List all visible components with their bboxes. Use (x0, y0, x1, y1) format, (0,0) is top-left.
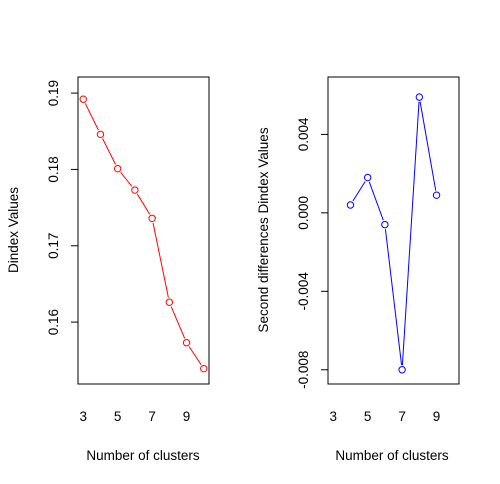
x-tick-label: 3 (79, 409, 87, 424)
data-point (363, 173, 372, 182)
x-axis: 3 5 7 9 (329, 409, 440, 424)
x-tick-label: 7 (148, 409, 156, 424)
data-point (200, 364, 208, 373)
y-tick-label: 0.19 (46, 80, 61, 106)
x-axis-label: Number of clusters (335, 448, 449, 463)
series-line-segment (84, 103, 99, 131)
y-tick-label: -0.004 (296, 272, 311, 311)
x-axis: 3 5 7 9 (79, 409, 190, 424)
series-line-segment (102, 138, 117, 165)
series-line-segment (120, 172, 133, 187)
y-axis: -0.008 -0.004 0.000 0.004 (296, 117, 329, 389)
y-axis: 0.16 0.17 0.18 0.19 (46, 80, 79, 335)
series-line-segment (401, 101, 420, 366)
series-line-segment (352, 181, 366, 202)
series-line-segment (188, 346, 202, 366)
y-tick-label: 0.18 (46, 156, 61, 182)
panel-dindex: 0.16 0.17 0.18 0.19 3 5 7 9 Number of clusters… (6, 76, 210, 463)
data-point (381, 220, 389, 229)
data-point (346, 201, 355, 209)
plot-frame (327, 76, 460, 385)
x-tick-label: 3 (329, 409, 337, 424)
panel-second-differences: -0.008 -0.004 0.000 0.004 3 5 7 9 Number of cl… (256, 76, 460, 463)
y-tick-label: -0.008 (296, 351, 311, 389)
x-tick-label: 5 (364, 409, 372, 424)
y-tick-label: 0.000 (296, 196, 311, 230)
series-line-segment (170, 306, 186, 339)
series-line-segment (368, 181, 384, 221)
data-point (131, 186, 139, 194)
y-tick-label: 0.16 (46, 309, 61, 335)
y-axis-label: Second differences Dindex Values (256, 127, 271, 332)
data-point (148, 214, 156, 222)
series-line-segment (152, 222, 169, 298)
data-point (432, 191, 441, 199)
data-point (415, 93, 424, 101)
y-tick-label: 0.17 (46, 233, 61, 259)
data-point (182, 339, 191, 347)
x-tick-label: 5 (114, 409, 122, 424)
x-tick-label: 7 (398, 409, 406, 424)
series-line-segment (136, 193, 151, 215)
y-tick-label: 0.004 (296, 117, 311, 151)
series-line-segment (384, 229, 403, 366)
data-point (113, 164, 122, 173)
plot-frame (77, 76, 210, 385)
series-line-segment (419, 101, 437, 191)
x-tick-label: 9 (183, 409, 191, 424)
y-axis-label: Dindex Values (6, 187, 21, 273)
data-point (398, 366, 406, 374)
data-point (96, 130, 105, 139)
x-axis-label: Number of clusters (86, 448, 200, 463)
series-group (346, 93, 441, 374)
series-group (79, 95, 208, 373)
x-tick-label: 9 (433, 409, 441, 424)
data-point (165, 298, 174, 306)
data-point (79, 95, 87, 103)
